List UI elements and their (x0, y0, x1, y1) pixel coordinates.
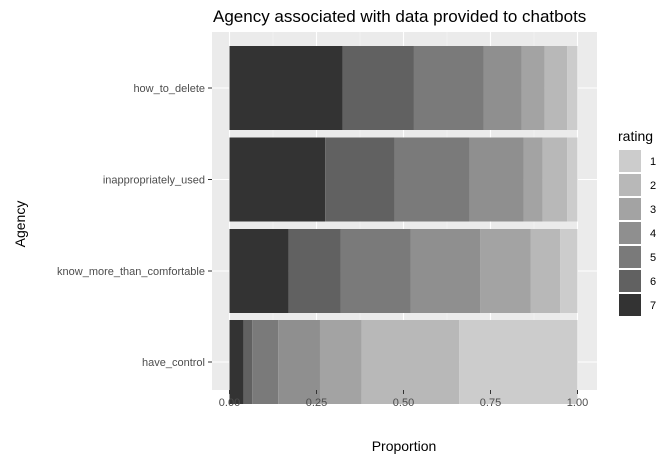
bar-segment-have_control-rating-7 (229, 320, 244, 404)
y-tick-label: have_control (142, 357, 205, 369)
bar-segment-inappropriately_used-rating-6 (325, 137, 395, 222)
bar-segment-have_control-rating-3 (319, 320, 362, 404)
legend-label-4: 4 (650, 228, 656, 240)
y-tick-label: how_to_delete (133, 83, 205, 95)
bar-segment-have_control-rating-1 (459, 320, 578, 404)
x-tick-label: 0.50 (393, 397, 414, 409)
bar-segment-inappropriately_used-rating-1 (567, 137, 578, 222)
x-tick-label: 0.00 (219, 397, 240, 409)
chart-title: Agency associated with data provided to … (213, 7, 586, 26)
legend-key-3 (619, 198, 641, 220)
bar-segment-have_control-rating-5 (252, 320, 279, 404)
legend: rating 1 2 3 4 5 6 7 (618, 128, 656, 316)
legend-key-4 (619, 222, 641, 244)
bar-segment-have_control-rating-2 (361, 320, 460, 404)
x-tick-label: 0.25 (306, 397, 327, 409)
x-tick-label: 1.00 (567, 397, 588, 409)
bar-segment-how_to_delete-rating-6 (342, 46, 414, 130)
legend-key-6 (619, 270, 641, 292)
legend-key-5 (619, 246, 641, 268)
y-axis: how_to_delete inappropriately_used know_mo… (57, 83, 212, 369)
bar-segment-how_to_delete-rating-2 (544, 46, 568, 130)
bar-segment-know_more_than_comfortable-rating-5 (340, 229, 411, 313)
legend-label-7: 7 (650, 300, 656, 312)
bar-segment-know_more_than_comfortable-rating-4 (410, 229, 481, 313)
bar-segment-inappropriately_used-rating-5 (394, 137, 470, 222)
bar-segment-have_control-rating-4 (278, 320, 320, 404)
x-tick-label: 0.75 (480, 397, 501, 409)
bar-segment-know_more_than_comfortable-rating-3 (480, 229, 531, 313)
bar-segment-how_to_delete-rating-1 (567, 46, 578, 130)
legend-key-1 (619, 150, 641, 172)
bar-segment-how_to_delete-rating-5 (413, 46, 484, 130)
bar-segment-inappropriately_used-rating-2 (542, 137, 568, 222)
bar-segment-inappropriately_used-rating-3 (523, 137, 543, 222)
bar-segment-know_more_than_comfortable-rating-1 (560, 229, 578, 313)
bar-segment-know_more_than_comfortable-rating-6 (288, 229, 341, 313)
x-axis: 0.00 0.25 0.50 0.75 1.00 (219, 390, 588, 409)
legend-key-7 (619, 294, 641, 316)
bar-segment-inappropriately_used-rating-4 (469, 137, 524, 222)
bar-segment-how_to_delete-rating-4 (483, 46, 522, 130)
bars (229, 46, 578, 404)
bar-segment-inappropriately_used-rating-7 (229, 137, 326, 222)
bar-segment-have_control-rating-6 (243, 320, 253, 404)
legend-label-2: 2 (650, 180, 656, 192)
legend-label-1: 1 (650, 156, 656, 168)
y-tick-label: know_more_than_comfortable (57, 266, 205, 278)
y-axis-title: Agency (12, 201, 28, 248)
legend-label-5: 5 (650, 252, 656, 264)
legend-title: rating (618, 128, 653, 144)
legend-key-2 (619, 174, 641, 196)
y-tick-label: inappropriately_used (103, 175, 205, 187)
x-axis-title: Proportion (372, 438, 437, 454)
bar-segment-how_to_delete-rating-7 (229, 46, 343, 130)
bar-segment-know_more_than_comfortable-rating-7 (229, 229, 289, 313)
legend-label-3: 3 (650, 204, 656, 216)
legend-label-6: 6 (650, 276, 656, 288)
bar-segment-how_to_delete-rating-3 (521, 46, 545, 130)
bar-segment-know_more_than_comfortable-rating-2 (530, 229, 561, 313)
